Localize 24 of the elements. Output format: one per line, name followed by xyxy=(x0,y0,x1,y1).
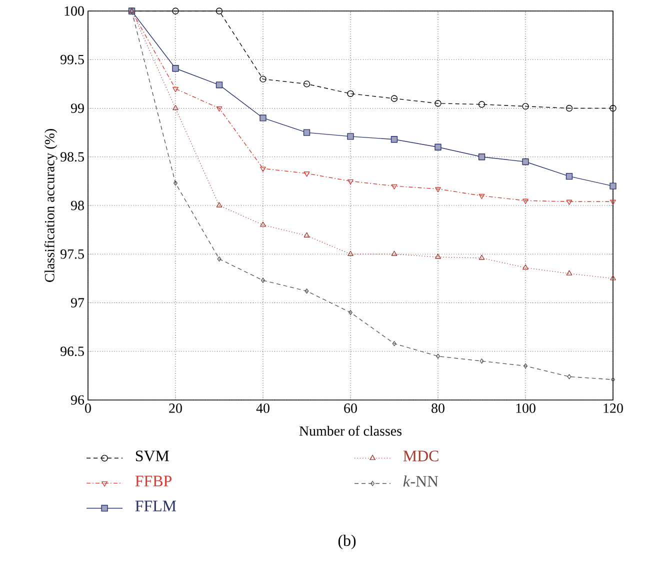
y-tick-label: 99.5 xyxy=(60,54,84,64)
y-tick-label: 96.5 xyxy=(60,346,84,356)
legend-label: SVM xyxy=(136,450,169,462)
x-tick-label: 80 xyxy=(432,404,444,413)
legend-label: FFLM xyxy=(135,500,176,512)
x-tick-label: 20 xyxy=(169,404,182,413)
x-tick-label: 60 xyxy=(344,404,357,413)
legend-label: FFBP xyxy=(135,476,172,486)
y-tick-label: 100 xyxy=(64,6,84,16)
x-tick-label: 40 xyxy=(256,404,270,413)
legend-label: k-NN xyxy=(403,475,438,487)
legend-label: MDC xyxy=(403,450,438,462)
y-tick-label: 96 xyxy=(70,395,84,405)
y-tick-label: 98.5 xyxy=(60,152,84,162)
x-tick-label: 100 xyxy=(516,404,536,413)
y-axis-title: Classification accuracy (%) xyxy=(44,129,58,282)
text: (b) xyxy=(338,534,356,550)
y-tick-label: 99 xyxy=(70,104,84,113)
x-tick-label: 0 xyxy=(85,404,91,413)
y-tick-label: 97 xyxy=(70,298,84,308)
y-tick-label: 97.5 xyxy=(60,249,84,259)
y-tick-label: 98 xyxy=(70,200,84,210)
x-axis-title: Number of classes xyxy=(299,426,402,436)
x-tick-label: 120 xyxy=(604,404,623,413)
